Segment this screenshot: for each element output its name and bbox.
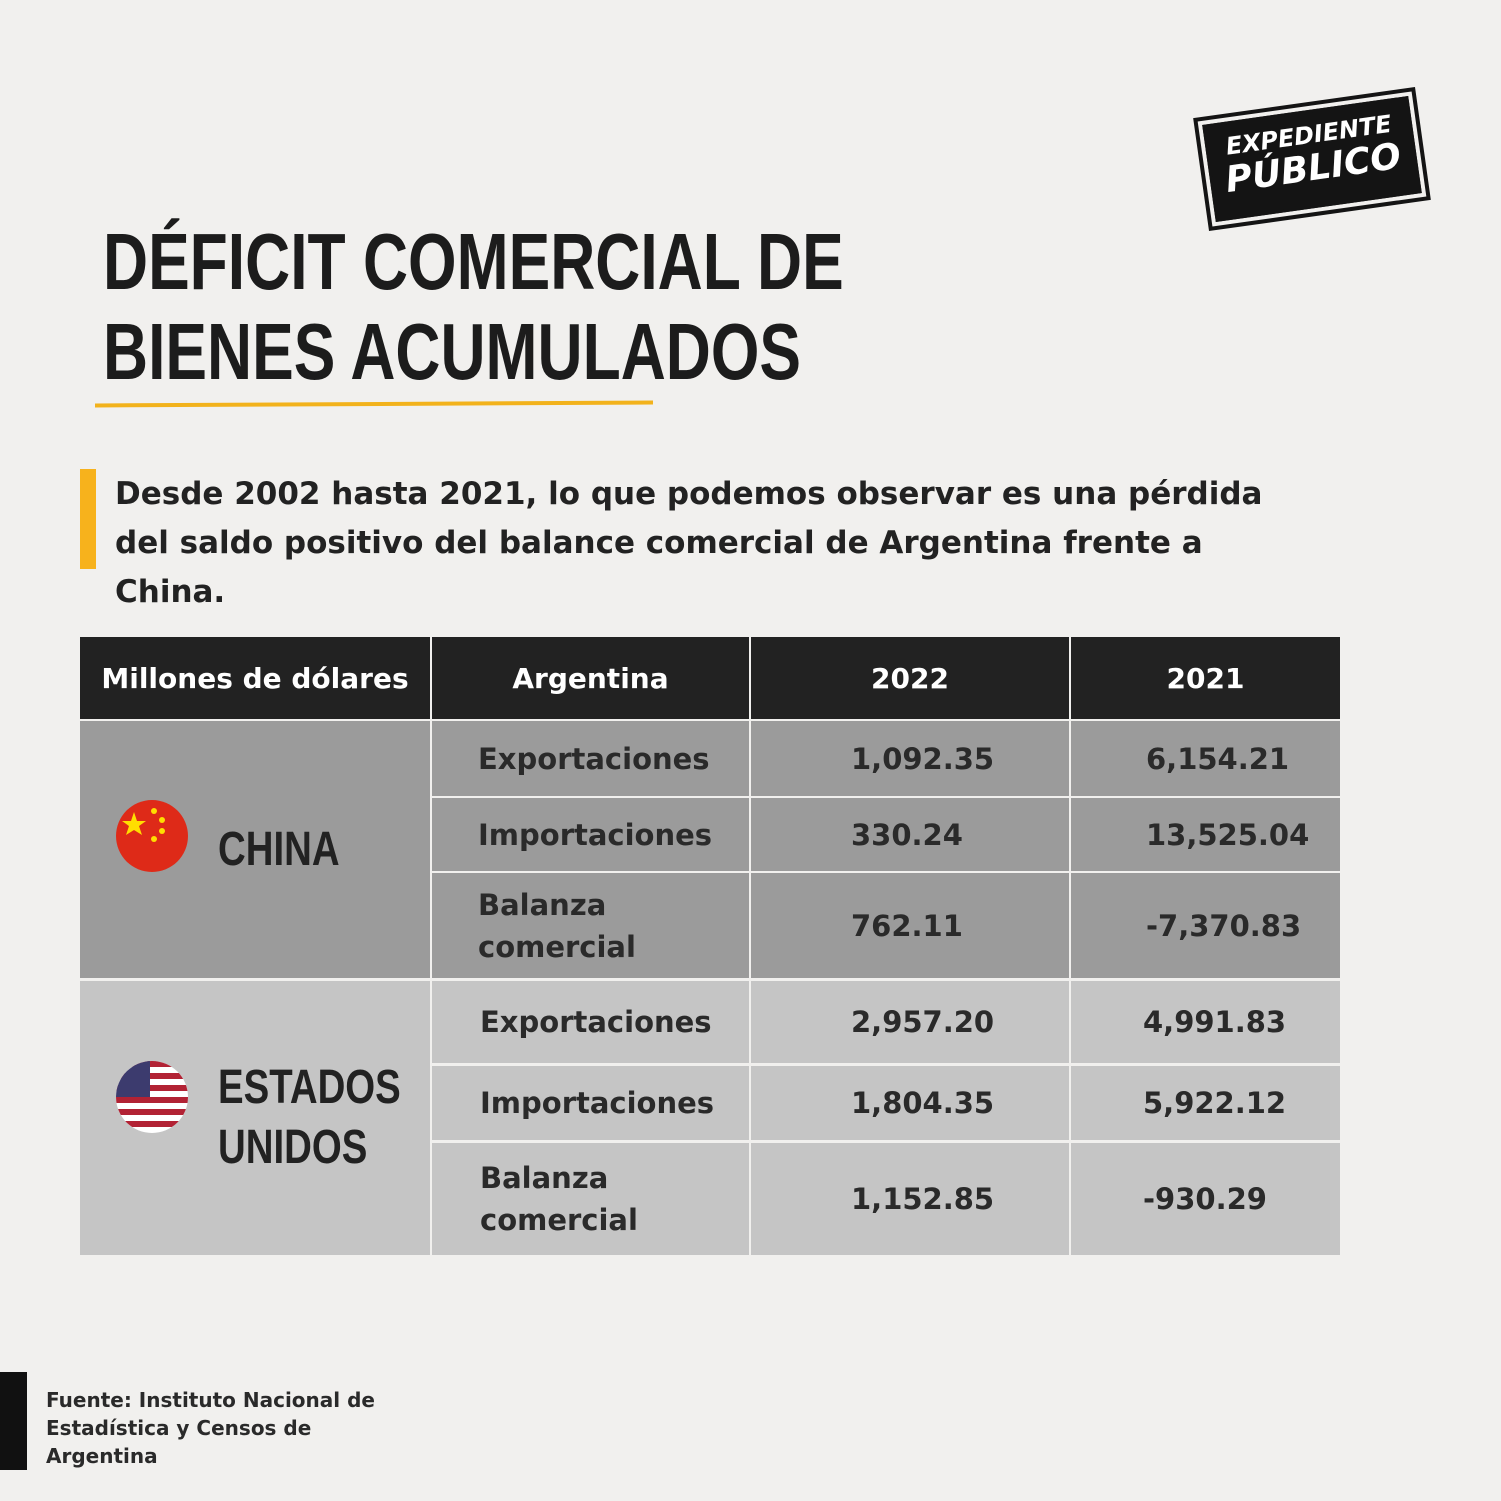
subtitle: Desde 2002 hasta 2021, lo que podemos ob… <box>115 476 1263 610</box>
value-cell: 762.11 <box>751 873 1069 978</box>
value-cell: -930.29 <box>1071 1143 1340 1255</box>
header-cell: Millones de dólares <box>80 637 430 719</box>
value-cell: 1,092.35 <box>751 721 1069 796</box>
country-text: CHINA <box>218 822 340 876</box>
flag-china <box>116 800 188 872</box>
title-line: BIENES ACUMULADOS <box>103 307 801 396</box>
row-label: Exportaciones <box>432 721 749 796</box>
header-cell: Argentina <box>432 637 749 719</box>
value-cell: 13,525.04 <box>1071 798 1340 871</box>
value-cell: 4,991.83 <box>1071 981 1340 1063</box>
value-cell: -7,370.83 <box>1071 873 1340 978</box>
source: Fuente: Instituto Nacional de Estadístic… <box>46 1388 375 1468</box>
country-text: ESTADOS UNIDOS <box>218 1061 401 1174</box>
header-cell: 2021 <box>1071 637 1340 719</box>
value-cell: 330.24 <box>751 798 1069 871</box>
value-cell: 2,957.20 <box>751 981 1069 1063</box>
row-label: Importaciones <box>432 1066 749 1140</box>
row-label: Exportaciones <box>432 981 749 1063</box>
logo: EXPEDIENTE PÚBLICO <box>1202 96 1422 222</box>
row-label: Balanza comercial <box>432 873 749 978</box>
source-bar <box>0 1372 27 1470</box>
value-cell: 6,154.21 <box>1071 721 1340 796</box>
value-cell: 1,152.85 <box>751 1143 1069 1255</box>
row-label: Importaciones <box>432 798 749 871</box>
value-cell: 5,922.12 <box>1071 1066 1340 1140</box>
header-cell: 2022 <box>751 637 1069 719</box>
row-label: Balanza comercial <box>432 1143 749 1255</box>
title-line: DÉFICIT COMERCIAL DE <box>103 217 844 306</box>
flag-usa <box>116 1061 188 1133</box>
value-cell: 1,804.35 <box>751 1066 1069 1140</box>
title-underline <box>94 400 654 408</box>
quote-bar <box>80 469 96 569</box>
